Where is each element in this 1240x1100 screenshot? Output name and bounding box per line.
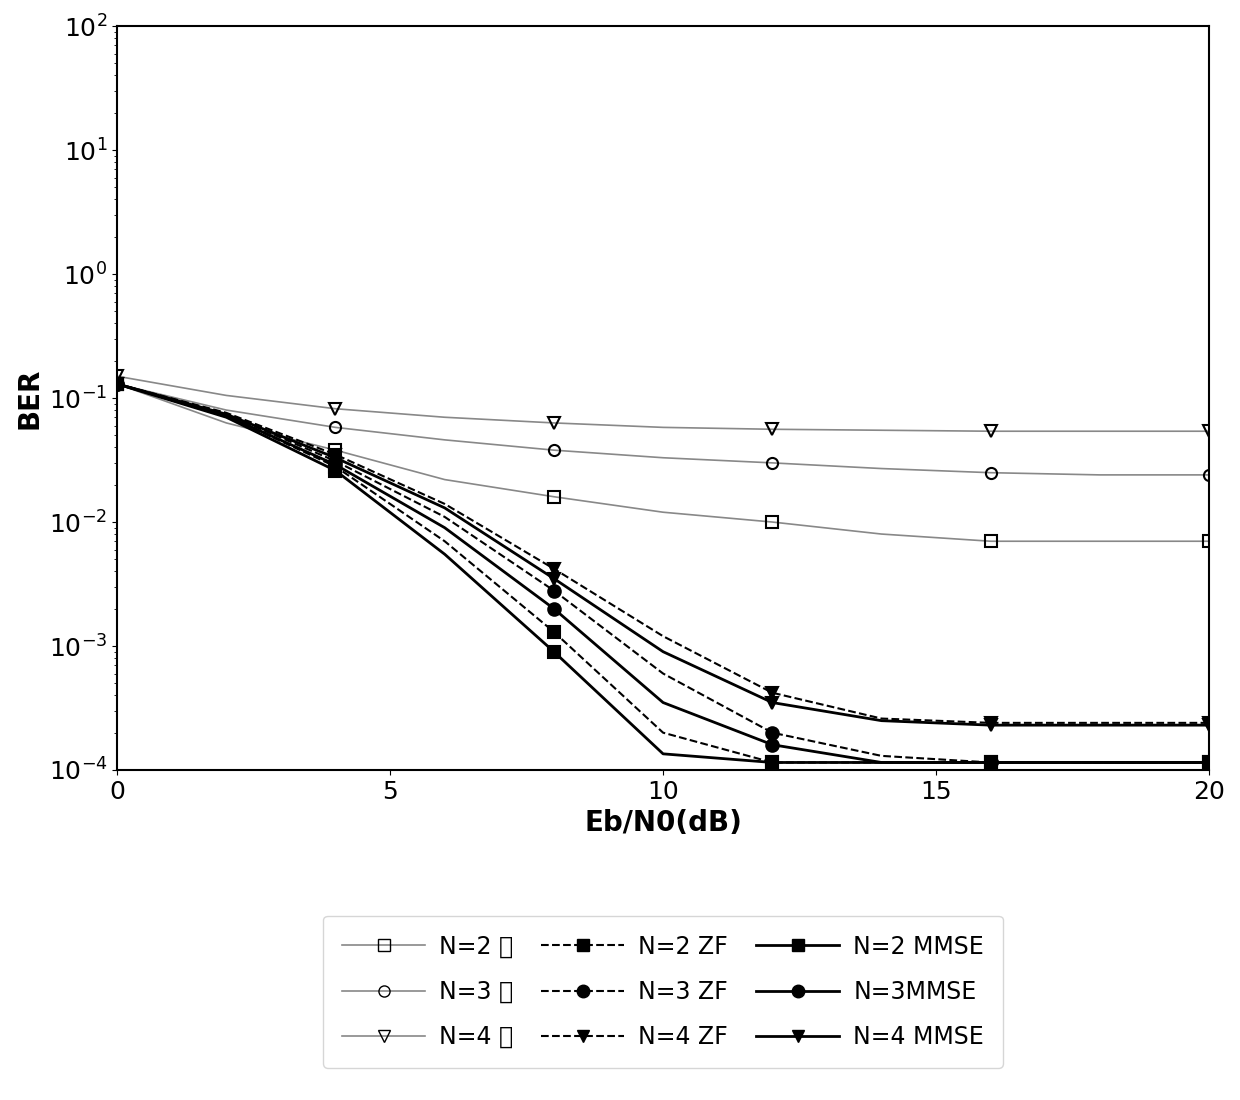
X-axis label: Eb/N0(dB): Eb/N0(dB) xyxy=(584,810,742,837)
Legend: N=2 无, N=3 无, N=4 无, N=2 ZF, N=3 ZF, N=4 ZF, N=2 MMSE, N=3MMSE, N=4 MMSE: N=2 无, N=3 无, N=4 无, N=2 ZF, N=3 ZF, N=4… xyxy=(324,915,1003,1068)
Y-axis label: BER: BER xyxy=(15,367,43,429)
